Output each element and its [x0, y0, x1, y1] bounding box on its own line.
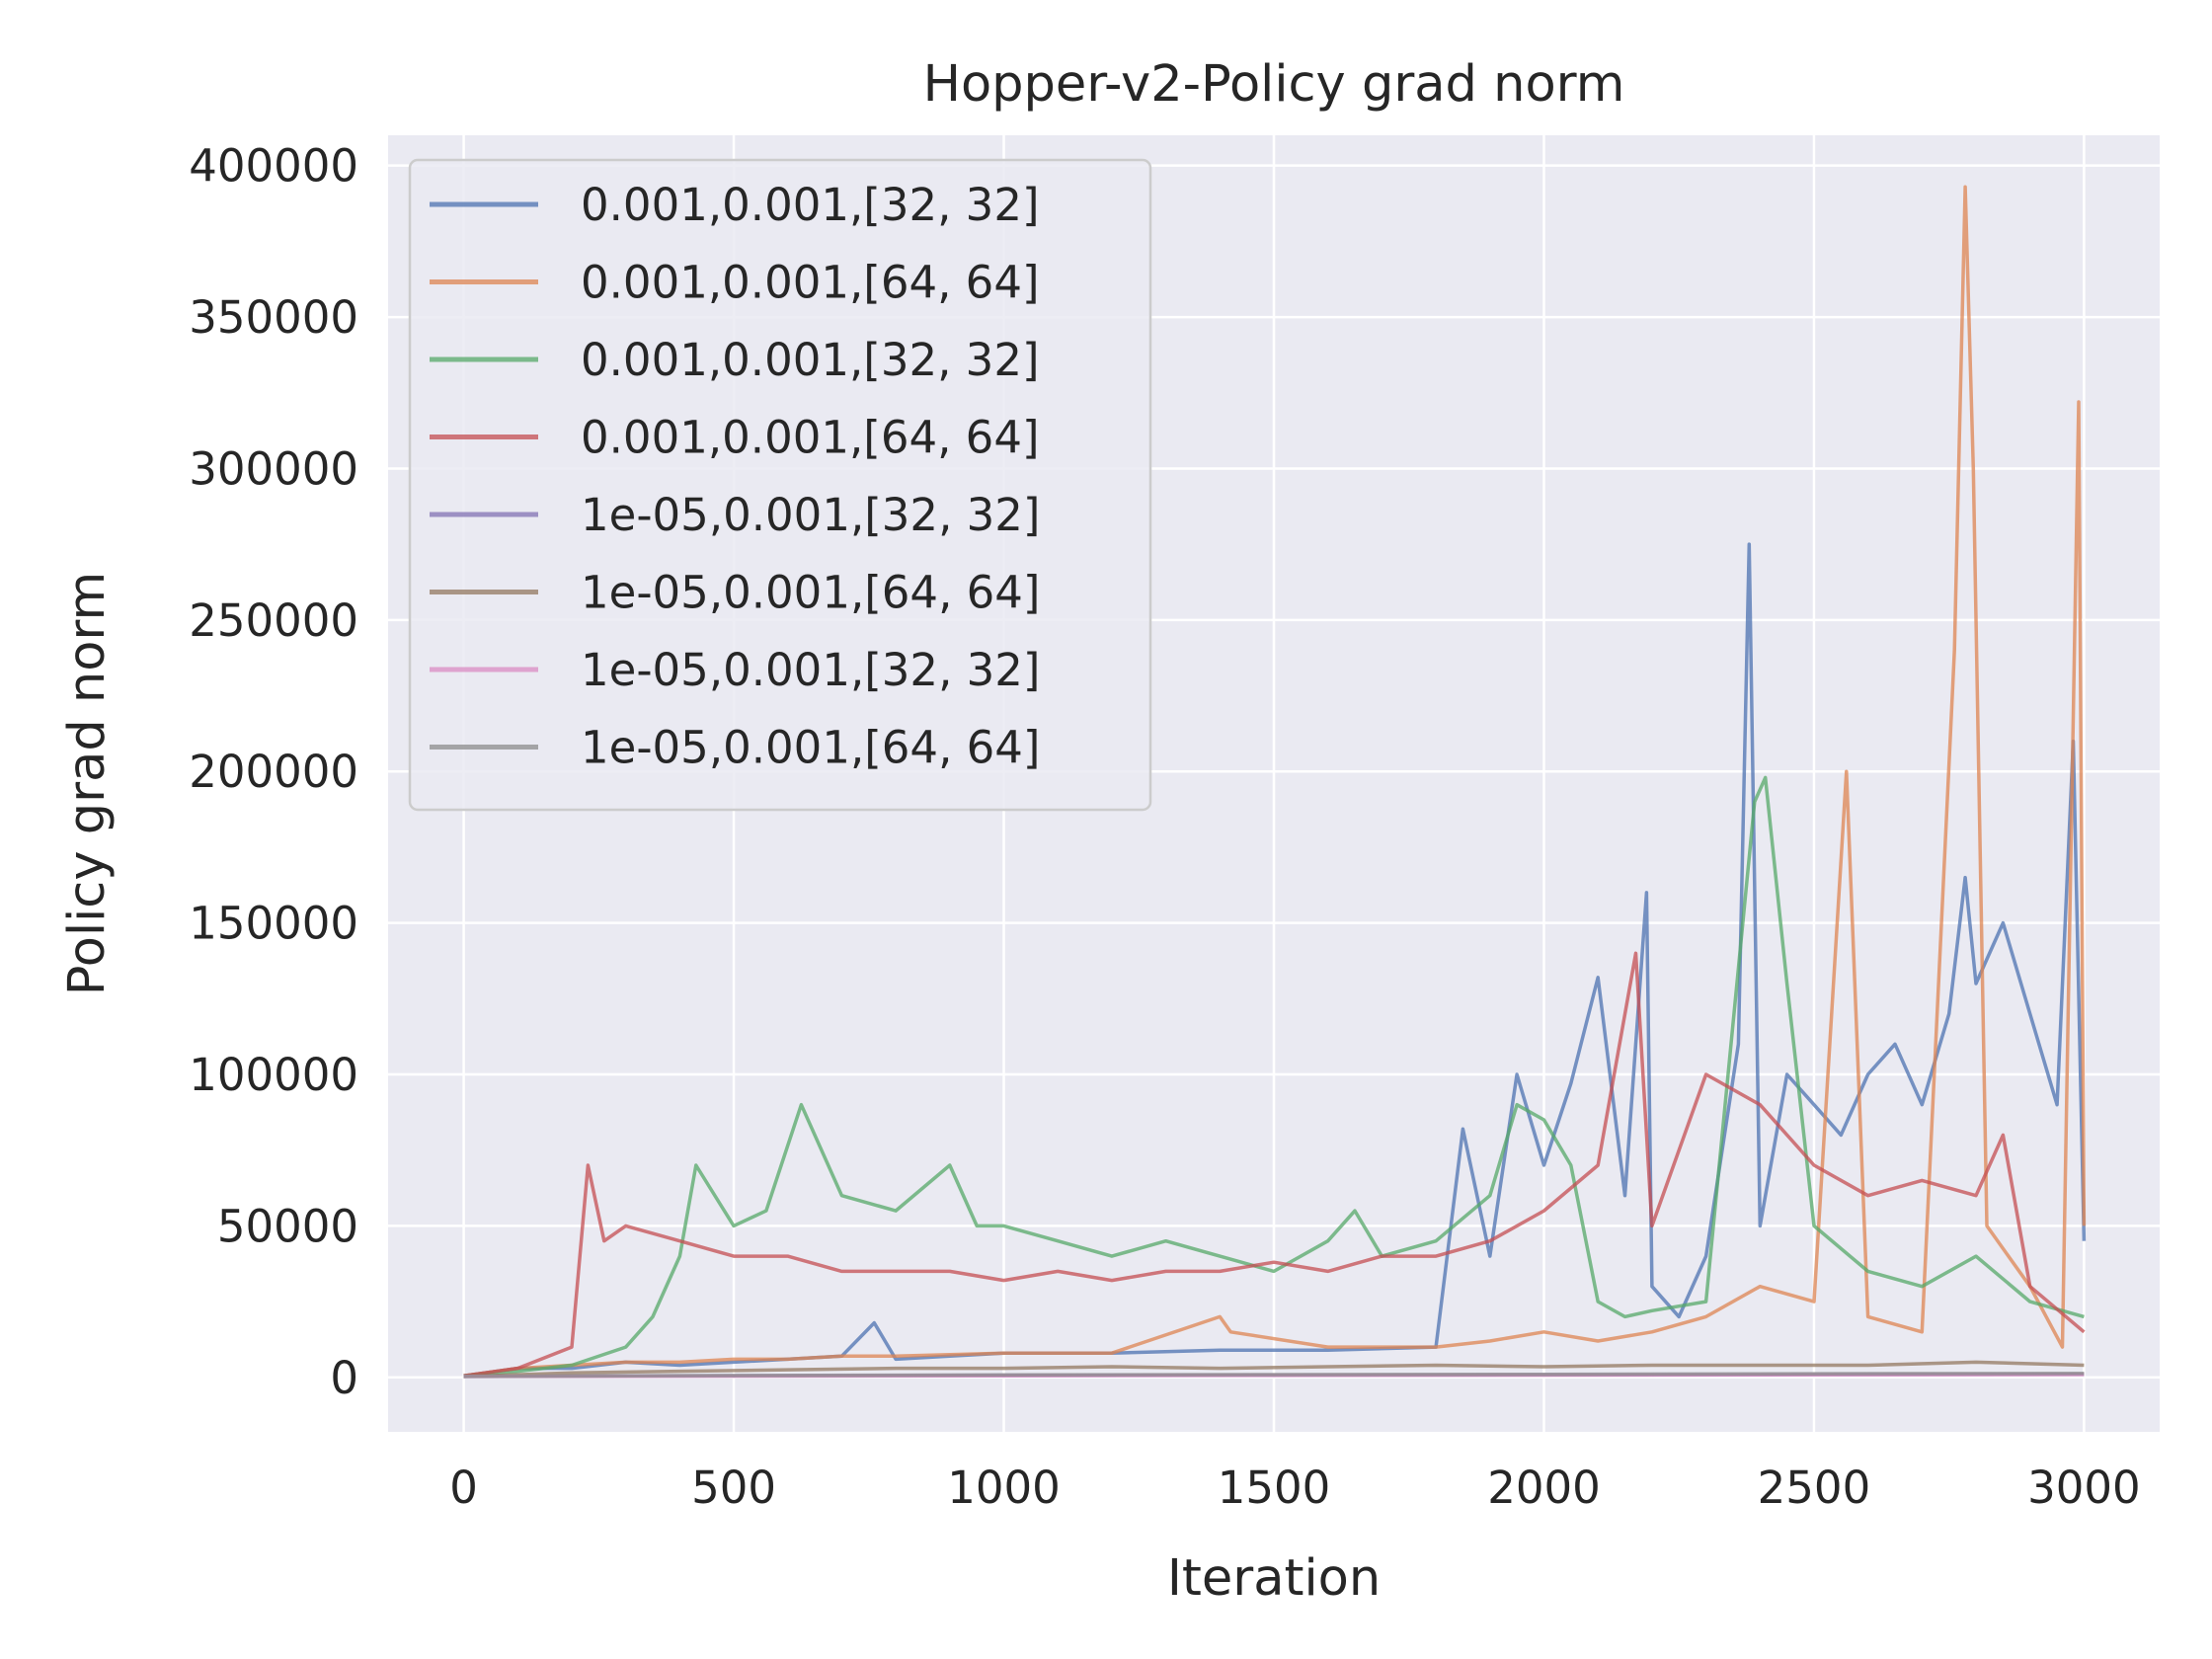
y-tick-label: 250000: [189, 594, 358, 647]
x-tick-label: 2000: [1487, 1462, 1601, 1514]
x-tick-label: 2500: [1758, 1462, 1871, 1514]
y-tick-label: 300000: [189, 442, 358, 495]
legend-label: 0.001,0.001,[64, 64]: [581, 257, 1040, 309]
legend-label: 0.001,0.001,[64, 64]: [581, 412, 1040, 464]
y-tick-label: 200000: [189, 746, 358, 798]
legend-label: 0.001,0.001,[32, 32]: [581, 179, 1040, 231]
x-axis-label: Iteration: [1167, 1549, 1381, 1608]
y-tick-label: 350000: [189, 291, 358, 344]
legend-label: 1e-05,0.001,[64, 64]: [581, 567, 1041, 619]
x-tick-label: 3000: [2027, 1462, 2141, 1514]
x-tick-label: 500: [691, 1462, 776, 1514]
legend-label: 1e-05,0.001,[32, 32]: [581, 644, 1041, 696]
y-tick-label: 150000: [189, 898, 358, 950]
y-axis-label: Policy grad norm: [58, 572, 117, 995]
y-tick-label: 50000: [217, 1200, 358, 1252]
series-layer: [463, 185, 2087, 1379]
series-line-3: [463, 775, 2085, 1378]
tick-labels: 0 500 1000 1500 2000 2500 3000 0 50000 100000 1500…: [189, 140, 2140, 1514]
legend-label: 0.001,0.001,[32, 32]: [581, 334, 1040, 386]
series-line-8: [463, 1372, 2085, 1379]
y-tick-label: 0: [330, 1352, 358, 1404]
x-tick-label: 1000: [947, 1462, 1061, 1514]
series-line-2: [463, 185, 2087, 1378]
x-tick-label: 0: [449, 1462, 478, 1514]
y-tick-label: 400000: [189, 140, 358, 193]
chart-title: Hopper-v2-Policy grad norm: [923, 55, 1625, 114]
legend-box: [408, 158, 1152, 812]
series-line-4: [463, 951, 2086, 1378]
legend-label: 1e-05,0.001,[32, 32]: [581, 489, 1041, 541]
legend-label: 1e-05,0.001,[64, 64]: [581, 722, 1041, 774]
series-line-6: [463, 1360, 2085, 1379]
x-tick-label: 1500: [1218, 1462, 1331, 1514]
legend: 0.001,0.001,[32, 32] 0.001,0.001,[64, 64]…: [408, 158, 1152, 812]
y-tick-label: 100000: [189, 1049, 358, 1101]
